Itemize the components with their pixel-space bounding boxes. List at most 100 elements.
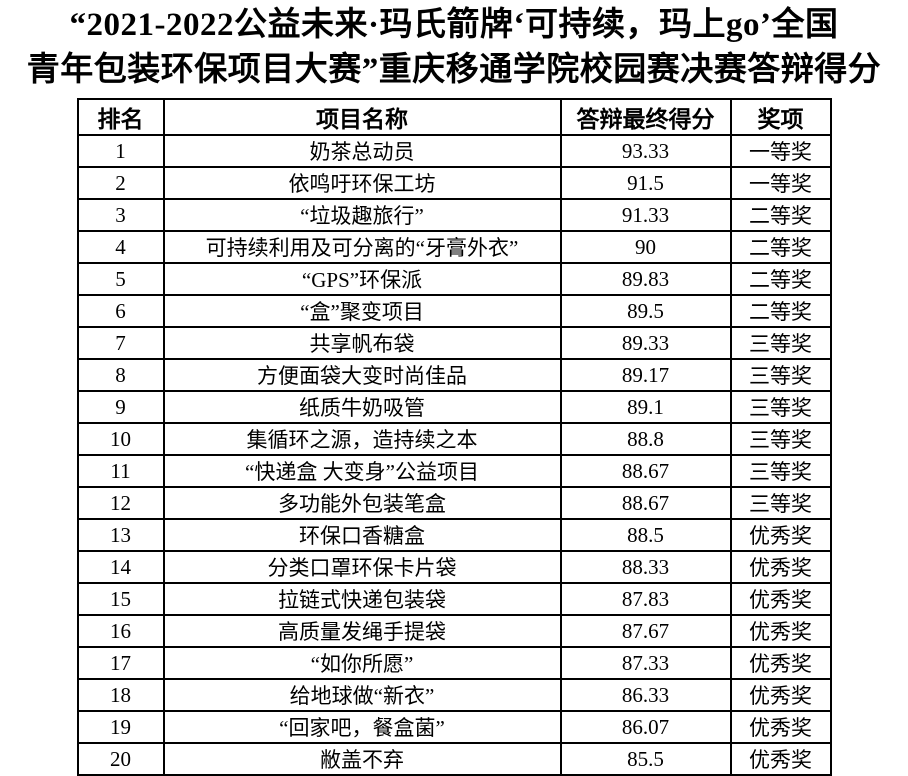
score-cell: 88.33: [559, 550, 732, 584]
table-row: 17 “如你所愿” 87.33 优秀奖: [76, 646, 832, 680]
column-header-project: 项目名称: [162, 98, 562, 136]
page-title-line1: “2021-2022公益未来·玛氏箭牌‘可持续，玛上go’全国: [69, 7, 839, 43]
score-cell: 88.8: [559, 422, 732, 456]
score-cell: 87.67: [559, 614, 732, 648]
table-row: 4 可持续利用及可分离的“牙膏外衣” 90 二等奖: [76, 230, 832, 264]
table-row: 12 多功能外包装笔盒 88.67 三等奖: [76, 486, 832, 520]
table-row: 8 方便面袋大变时尚佳品 89.17 三等奖: [76, 358, 832, 392]
project-name-cell: 纸质牛奶吸管: [162, 390, 562, 424]
award-cell: 二等奖: [729, 262, 832, 296]
page-title: “2021-2022公益未来·玛氏箭牌‘可持续，玛上go’全国 青年包装环保项目…: [0, 3, 908, 93]
project-name-cell: 共享帆布袋: [162, 326, 562, 360]
award-cell: 三等奖: [729, 326, 832, 360]
score-cell: 89.1: [559, 390, 732, 424]
award-cell: 一等奖: [729, 166, 832, 200]
project-name-cell: 依鸣吁环保工坊: [162, 166, 562, 200]
table-row: 19 “回家吧，餐盒菌” 86.07 优秀奖: [76, 710, 832, 744]
results-table: 排名 项目名称 答辩最终得分 奖项 1 奶茶总动员 93.33 一等奖 2 依鸣…: [76, 98, 832, 776]
table-row: 16 高质量发绳手提袋 87.67 优秀奖: [76, 614, 832, 648]
project-name-cell: 奶茶总动员: [162, 134, 562, 168]
column-header-rank: 排名: [76, 98, 165, 136]
score-cell: 89.17: [559, 358, 732, 392]
rank-cell: 13: [76, 518, 165, 552]
project-name-cell: 分类口罩环保卡片袋: [162, 550, 562, 584]
project-name-cell: 给地球做“新衣”: [162, 678, 562, 712]
project-name-cell: 高质量发绳手提袋: [162, 614, 562, 648]
table-row: 3 “垃圾趣旅行” 91.33 二等奖: [76, 198, 832, 232]
table-row: 2 依鸣吁环保工坊 91.5 一等奖: [76, 166, 832, 200]
score-cell: 88.67: [559, 486, 732, 520]
rank-cell: 15: [76, 582, 165, 616]
award-cell: 优秀奖: [729, 678, 832, 712]
table-row: 13 环保口香糖盒 88.5 优秀奖: [76, 518, 832, 552]
rank-cell: 2: [76, 166, 165, 200]
table-row: 20 敝盖不弃 85.5 优秀奖: [76, 742, 832, 776]
rank-cell: 9: [76, 390, 165, 424]
award-cell: 优秀奖: [729, 518, 832, 552]
rank-cell: 12: [76, 486, 165, 520]
table-row: 5 “GPS”环保派 89.83 二等奖: [76, 262, 832, 296]
project-name-cell: 拉链式快递包装袋: [162, 582, 562, 616]
rank-cell: 20: [76, 742, 165, 776]
rank-cell: 6: [76, 294, 165, 328]
table-row: 11 “快递盒 大变身”公益项目 88.67 三等奖: [76, 454, 832, 488]
project-name-cell: “回家吧，餐盒菌”: [162, 710, 562, 744]
project-name-cell: “如你所愿”: [162, 646, 562, 680]
award-cell: 三等奖: [729, 422, 832, 456]
column-header-award: 奖项: [729, 98, 832, 136]
score-cell: 87.33: [559, 646, 732, 680]
table-row: 1 奶茶总动员 93.33 一等奖: [76, 134, 832, 168]
project-name-cell: “快递盒 大变身”公益项目: [162, 454, 562, 488]
score-cell: 88.5: [559, 518, 732, 552]
table-row: 6 “盒”聚变项目 89.5 二等奖: [76, 294, 832, 328]
score-cell: 91.33: [559, 198, 732, 232]
project-name-cell: 敝盖不弃: [162, 742, 562, 776]
rank-cell: 16: [76, 614, 165, 648]
rank-cell: 5: [76, 262, 165, 296]
score-cell: 89.5: [559, 294, 732, 328]
award-cell: 优秀奖: [729, 614, 832, 648]
award-cell: 优秀奖: [729, 710, 832, 744]
rank-cell: 4: [76, 230, 165, 264]
project-name-cell: 可持续利用及可分离的“牙膏外衣”: [162, 230, 562, 264]
score-cell: 90: [559, 230, 732, 264]
rank-cell: 1: [76, 134, 165, 168]
page-title-line2: 青年包装环保项目大赛”重庆移通学院校园赛决赛答辩得分: [26, 52, 882, 88]
rank-cell: 14: [76, 550, 165, 584]
award-cell: 三等奖: [729, 454, 832, 488]
score-cell: 86.33: [559, 678, 732, 712]
table-row: 18 给地球做“新衣” 86.33 优秀奖: [76, 678, 832, 712]
project-name-cell: 方便面袋大变时尚佳品: [162, 358, 562, 392]
project-name-cell: “GPS”环保派: [162, 262, 562, 296]
table-header: 排名 项目名称 答辩最终得分 奖项: [76, 98, 832, 136]
project-name-cell: “垃圾趣旅行”: [162, 198, 562, 232]
rank-cell: 17: [76, 646, 165, 680]
award-cell: 二等奖: [729, 230, 832, 264]
table-body: 1 奶茶总动员 93.33 一等奖 2 依鸣吁环保工坊 91.5 一等奖 3 “…: [76, 134, 832, 776]
project-name-cell: “盒”聚变项目: [162, 294, 562, 328]
award-cell: 优秀奖: [729, 646, 832, 680]
rank-cell: 10: [76, 422, 165, 456]
score-cell: 86.07: [559, 710, 732, 744]
project-name-cell: 环保口香糖盒: [162, 518, 562, 552]
project-name-cell: 集循环之源，造持续之本: [162, 422, 562, 456]
award-cell: 优秀奖: [729, 742, 832, 776]
column-header-score: 答辩最终得分: [559, 98, 732, 136]
rank-cell: 8: [76, 358, 165, 392]
table-row: 15 拉链式快递包装袋 87.83 优秀奖: [76, 582, 832, 616]
table-row: 10 集循环之源，造持续之本 88.8 三等奖: [76, 422, 832, 456]
award-cell: 优秀奖: [729, 550, 832, 584]
rank-cell: 18: [76, 678, 165, 712]
table-row: 9 纸质牛奶吸管 89.1 三等奖: [76, 390, 832, 424]
score-cell: 89.33: [559, 326, 732, 360]
score-cell: 88.67: [559, 454, 732, 488]
award-cell: 优秀奖: [729, 582, 832, 616]
rank-cell: 7: [76, 326, 165, 360]
score-cell: 91.5: [559, 166, 732, 200]
award-cell: 一等奖: [729, 134, 832, 168]
award-cell: 二等奖: [729, 198, 832, 232]
rank-cell: 3: [76, 198, 165, 232]
award-cell: 二等奖: [729, 294, 832, 328]
table-row: 7 共享帆布袋 89.33 三等奖: [76, 326, 832, 360]
score-cell: 93.33: [559, 134, 732, 168]
